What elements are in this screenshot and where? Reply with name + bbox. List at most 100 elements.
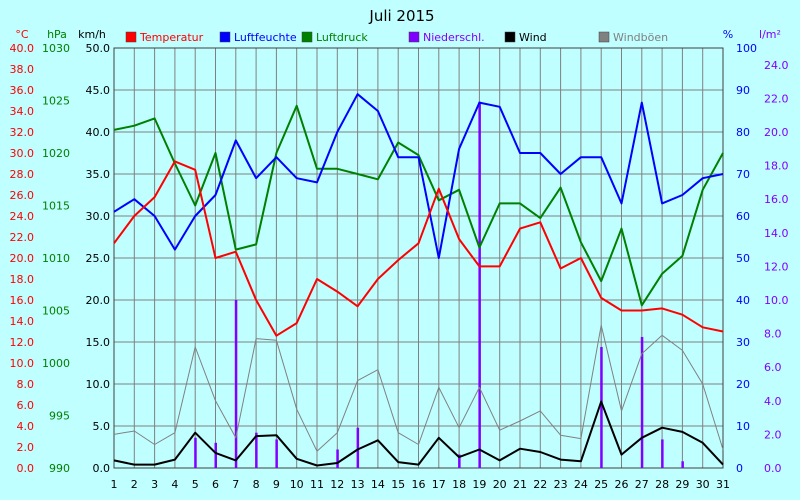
precipitation-bar bbox=[640, 336, 644, 468]
precipitation-tick-label: 8.0 bbox=[764, 328, 782, 341]
temperature-tick-label: 14.0 bbox=[10, 315, 35, 328]
precipitation-bar bbox=[356, 427, 360, 468]
humidity-tick-label: 20 bbox=[736, 378, 750, 391]
x-tick-label: 10 bbox=[290, 478, 304, 491]
legend-swatch bbox=[504, 31, 516, 43]
precipitation-bar bbox=[275, 439, 278, 468]
pressure-tick-label: 1000 bbox=[42, 357, 70, 370]
temperature-tick-label: 36.0 bbox=[10, 84, 35, 97]
chart-title: Juli 2015 bbox=[368, 7, 434, 25]
pressure-tick-label: 1005 bbox=[42, 305, 70, 318]
precipitation-tick-label: 12.0 bbox=[764, 260, 789, 273]
wind-tick-label: 40.0 bbox=[86, 126, 111, 139]
wind-axis-unit: km/h bbox=[78, 28, 106, 41]
plot-frame bbox=[113, 47, 724, 469]
grid-lines bbox=[113, 47, 724, 469]
x-tick-label: 29 bbox=[675, 478, 689, 491]
wind-tick-label: 15.0 bbox=[86, 336, 111, 349]
x-tick-label: 17 bbox=[432, 478, 446, 491]
x-tick-label: 3 bbox=[151, 478, 158, 491]
humidity-tick-label: 80 bbox=[736, 126, 750, 139]
x-tick-label: 14 bbox=[371, 478, 385, 491]
x-tick-label: 23 bbox=[554, 478, 568, 491]
temperature-tick-label: 34.0 bbox=[10, 105, 35, 118]
axis-labels: 0.02.04.06.08.010.012.014.016.018.020.02… bbox=[10, 42, 789, 491]
humidity-tick-label: 30 bbox=[736, 336, 750, 349]
temperature-tick-label: 4.0 bbox=[17, 420, 35, 433]
precipitation-tick-label: 22.0 bbox=[764, 92, 789, 105]
x-tick-label: 21 bbox=[513, 478, 527, 491]
series-line-wind bbox=[113, 400, 724, 467]
temperature-tick-label: 2.0 bbox=[17, 441, 35, 454]
legend-swatch bbox=[219, 31, 231, 43]
temperature-tick-label: 10.0 bbox=[10, 357, 35, 370]
wind-tick-label: 35.0 bbox=[86, 168, 111, 181]
temperature-tick-label: 12.0 bbox=[10, 336, 35, 349]
wind-tick-label: 50.0 bbox=[86, 42, 111, 55]
precipitation-tick-label: 0.0 bbox=[764, 462, 782, 475]
x-tick-label: 30 bbox=[696, 478, 710, 491]
x-tick-label: 24 bbox=[574, 478, 588, 491]
series-line-temperatur bbox=[113, 160, 724, 337]
pressure-tick-label: 1030 bbox=[42, 42, 70, 55]
legend-label: Windböen bbox=[613, 31, 668, 44]
precipitation-bars bbox=[194, 101, 684, 468]
wind-tick-label: 0.0 bbox=[93, 462, 111, 475]
x-tick-label: 26 bbox=[615, 478, 629, 491]
humidity-tick-label: 10 bbox=[736, 420, 750, 433]
precipitation-bar bbox=[194, 437, 197, 468]
temperature-tick-label: 16.0 bbox=[10, 294, 35, 307]
legend-swatch bbox=[301, 31, 313, 43]
x-tick-label: 5 bbox=[192, 478, 199, 491]
x-tick-label: 7 bbox=[232, 478, 239, 491]
precipitation-bar bbox=[234, 300, 238, 468]
precipitation-tick-label: 14.0 bbox=[764, 227, 789, 240]
temperature-tick-label: 26.0 bbox=[10, 189, 35, 202]
precipitation-bar bbox=[336, 449, 339, 468]
x-tick-label: 19 bbox=[472, 478, 486, 491]
temperature-tick-label: 30.0 bbox=[10, 147, 35, 160]
x-tick-label: 15 bbox=[391, 478, 405, 491]
temperature-tick-label: 20.0 bbox=[10, 252, 35, 265]
wind-tick-label: 5.0 bbox=[93, 420, 111, 433]
x-tick-label: 6 bbox=[212, 478, 219, 491]
humidity-tick-label: 100 bbox=[736, 42, 757, 55]
x-tick-label: 20 bbox=[493, 478, 507, 491]
pressure-tick-label: 1025 bbox=[42, 95, 70, 108]
legend-label: Temperatur bbox=[139, 31, 204, 44]
humidity-tick-label: 90 bbox=[736, 84, 750, 97]
series-lines bbox=[113, 93, 724, 467]
temperature-tick-label: 38.0 bbox=[10, 63, 35, 76]
precipitation-bar bbox=[600, 347, 603, 468]
x-tick-label: 16 bbox=[412, 478, 426, 491]
temperature-tick-label: 40.0 bbox=[10, 42, 35, 55]
x-tick-label: 13 bbox=[351, 478, 365, 491]
humidity-tick-label: 0 bbox=[736, 462, 743, 475]
precipitation-tick-label: 6.0 bbox=[764, 361, 782, 374]
precipitation-tick-label: 4.0 bbox=[764, 395, 782, 408]
humidity-tick-label: 50 bbox=[736, 252, 750, 265]
humidity-tick-label: 70 bbox=[736, 168, 750, 181]
legend-swatch bbox=[408, 31, 420, 43]
pressure-tick-label: 1020 bbox=[42, 147, 70, 160]
series-line-windben bbox=[113, 324, 724, 452]
precipitation-bar bbox=[458, 454, 461, 468]
precipitation-tick-label: 20.0 bbox=[764, 126, 789, 139]
pressure-tick-label: 1015 bbox=[42, 200, 70, 213]
wind-tick-label: 30.0 bbox=[86, 210, 111, 223]
pressure-axis-unit: hPa bbox=[47, 28, 67, 41]
x-tick-label: 11 bbox=[310, 478, 324, 491]
temperature-tick-label: 8.0 bbox=[17, 378, 35, 391]
x-tick-label: 2 bbox=[131, 478, 138, 491]
x-tick-label: 12 bbox=[330, 478, 344, 491]
precipitation-bar bbox=[255, 432, 258, 468]
precipitation-tick-label: 16.0 bbox=[764, 193, 789, 206]
temperature-tick-label: 18.0 bbox=[10, 273, 35, 286]
precipitation-bar bbox=[214, 442, 217, 468]
x-tick-label: 4 bbox=[171, 478, 178, 491]
precip-axis-unit: l/m² bbox=[759, 28, 781, 41]
series-line-luftdruck bbox=[113, 104, 724, 307]
legend-label: Niederschl. bbox=[423, 31, 485, 44]
temperature-tick-label: 6.0 bbox=[17, 399, 35, 412]
